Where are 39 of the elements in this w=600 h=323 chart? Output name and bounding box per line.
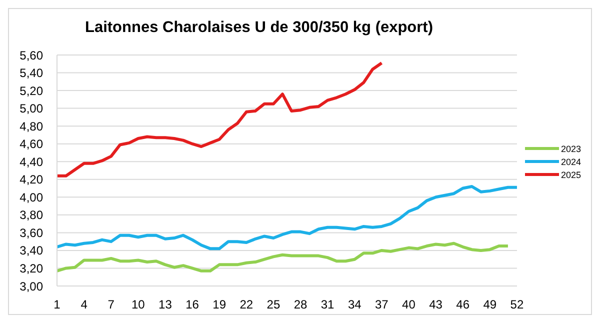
line-series [57, 242, 510, 272]
y-tick-label: 3,00 [20, 279, 44, 294]
chart-title: Laitonnes Charolaises U de 300/350 kg (export) [85, 19, 434, 37]
x-tick-label: 10 [131, 298, 146, 312]
y-tick-label: 5,20 [20, 84, 44, 98]
y-tick-label: 4,40 [20, 154, 44, 169]
x-tick-label: 25 [266, 298, 280, 312]
y-tick-label: 5,40 [20, 66, 44, 80]
legend-label: 2025 [560, 170, 581, 180]
x-tick-label: 19 [212, 298, 226, 312]
legend-label: 2023 [560, 144, 581, 154]
y-tick-label: 4,20 [20, 172, 44, 187]
x-tick-label: 34 [348, 298, 362, 312]
x-tick-label: 43 [429, 298, 443, 312]
y-tick-label: 4,60 [20, 137, 44, 152]
x-tick-label: 16 [186, 298, 200, 312]
x-tick-label: 13 [158, 298, 172, 312]
x-tick-label: 28 [294, 298, 308, 312]
x-tick-label: 49 [483, 298, 497, 312]
line-series [57, 61, 384, 178]
y-tick-label: 4,00 [20, 190, 44, 204]
y-tick-label: 4,80 [20, 119, 44, 134]
x-tick-label: 52 [510, 298, 524, 312]
x-tick-label: 37 [375, 298, 389, 312]
line-series [57, 184, 517, 250]
y-tick-label: 5,00 [20, 102, 44, 116]
y-tick-label: 3,80 [20, 208, 44, 222]
x-tick-label: 4 [80, 298, 88, 312]
x-tick-label: 1 [54, 298, 61, 312]
x-tick-label: 31 [320, 298, 335, 312]
y-tick-label: 3,60 [20, 226, 44, 240]
x-tick-label: 40 [402, 298, 416, 312]
legend-label: 2024 [560, 156, 581, 166]
x-tick-label: 7 [108, 298, 115, 312]
x-tick-label: 46 [456, 298, 470, 312]
y-tick-label: 3,40 [20, 244, 44, 258]
y-tick-label: 5,60 [20, 48, 44, 62]
y-tick-label: 3,20 [20, 261, 44, 276]
x-tick-label: 22 [240, 298, 254, 312]
